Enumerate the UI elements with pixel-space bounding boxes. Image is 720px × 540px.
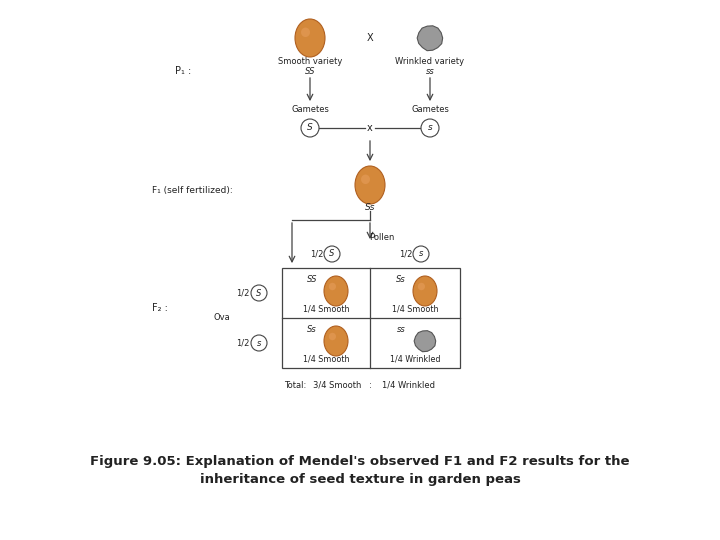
Text: Gametes: Gametes bbox=[411, 105, 449, 114]
Circle shape bbox=[251, 285, 267, 301]
Text: s: s bbox=[419, 249, 423, 259]
Text: 1/4 Smooth: 1/4 Smooth bbox=[302, 305, 349, 314]
Circle shape bbox=[301, 119, 319, 137]
Text: s: s bbox=[257, 339, 261, 348]
Text: S: S bbox=[307, 124, 313, 132]
Text: Ss: Ss bbox=[396, 274, 406, 284]
Text: P₁ :: P₁ : bbox=[175, 66, 192, 76]
Text: ss: ss bbox=[426, 66, 434, 76]
Text: F₂ :: F₂ : bbox=[152, 303, 168, 313]
Text: 1/2: 1/2 bbox=[236, 339, 250, 348]
Text: Wrinkled variety: Wrinkled variety bbox=[395, 57, 464, 66]
Circle shape bbox=[421, 119, 439, 137]
Ellipse shape bbox=[418, 283, 425, 291]
Text: S: S bbox=[329, 249, 335, 259]
Text: inheritance of seed texture in garden peas: inheritance of seed texture in garden pe… bbox=[199, 474, 521, 487]
Text: s: s bbox=[428, 124, 433, 132]
Bar bbox=[282, 268, 460, 368]
Ellipse shape bbox=[329, 333, 336, 340]
Text: Ss: Ss bbox=[365, 204, 375, 213]
Text: Figure 9.05: Explanation of Mendel's observed F1 and F2 results for the: Figure 9.05: Explanation of Mendel's obs… bbox=[90, 456, 630, 469]
Text: 3/4 Smooth: 3/4 Smooth bbox=[312, 381, 361, 389]
Circle shape bbox=[324, 246, 340, 262]
Text: 1/2: 1/2 bbox=[400, 249, 413, 259]
Text: F₁ (self fertilized):: F₁ (self fertilized): bbox=[152, 186, 233, 194]
Ellipse shape bbox=[361, 174, 370, 184]
Text: SS: SS bbox=[305, 66, 315, 76]
Text: 1/4 Wrinkled: 1/4 Wrinkled bbox=[390, 354, 440, 363]
Text: Pollen: Pollen bbox=[369, 233, 395, 242]
Text: :: : bbox=[369, 381, 372, 389]
Text: S: S bbox=[256, 288, 261, 298]
Text: Ova: Ova bbox=[213, 314, 230, 322]
Ellipse shape bbox=[355, 166, 385, 204]
Text: ss: ss bbox=[397, 325, 405, 334]
Ellipse shape bbox=[413, 276, 437, 306]
Ellipse shape bbox=[324, 276, 348, 306]
Circle shape bbox=[413, 246, 429, 262]
Ellipse shape bbox=[301, 28, 310, 37]
Text: SS: SS bbox=[307, 274, 318, 284]
Text: 1/4 Smooth: 1/4 Smooth bbox=[302, 354, 349, 363]
Polygon shape bbox=[417, 26, 443, 51]
Text: Gametes: Gametes bbox=[291, 105, 329, 114]
Ellipse shape bbox=[329, 283, 336, 291]
Polygon shape bbox=[414, 330, 436, 352]
Text: Smooth variety: Smooth variety bbox=[278, 57, 342, 66]
Circle shape bbox=[251, 335, 267, 351]
Ellipse shape bbox=[295, 19, 325, 57]
Text: Total:: Total: bbox=[284, 381, 306, 389]
Text: 1/2: 1/2 bbox=[236, 288, 250, 298]
Text: 1/4 Wrinkled: 1/4 Wrinkled bbox=[382, 381, 434, 389]
Text: 1/2: 1/2 bbox=[310, 249, 324, 259]
Text: x: x bbox=[367, 123, 373, 133]
Ellipse shape bbox=[324, 326, 348, 356]
Text: Ss: Ss bbox=[307, 325, 317, 334]
Text: X: X bbox=[366, 33, 373, 43]
Text: 1/4 Smooth: 1/4 Smooth bbox=[392, 305, 438, 314]
